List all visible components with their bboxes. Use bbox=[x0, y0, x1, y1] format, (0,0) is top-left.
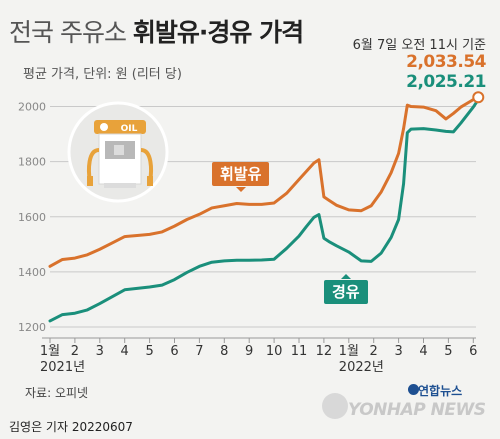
x-tick-6: 7 bbox=[195, 344, 203, 359]
x-tick-3: 4 bbox=[121, 344, 129, 359]
diesel-latest-value: 2,025.21 bbox=[406, 72, 486, 92]
latest-point-marker bbox=[472, 91, 485, 104]
x-tick-13: 2 bbox=[370, 344, 378, 359]
y-tick-labels: 1200 1400 1600 1800 2000 bbox=[18, 101, 46, 334]
x-tick-9: 10 bbox=[266, 344, 283, 359]
gasoline-series-label: 휘발유 bbox=[212, 162, 270, 192]
x-tick-2: 3 bbox=[96, 344, 104, 359]
yonhap-dot-icon bbox=[408, 384, 419, 395]
date-note: 6월 7일 오전 11시 기준 bbox=[352, 38, 486, 53]
x-tick-4: 5 bbox=[145, 344, 153, 359]
x-tick-8: 9 bbox=[245, 344, 253, 359]
x-tick-5: 6 bbox=[170, 344, 178, 359]
series-line-1 bbox=[48, 98, 480, 323]
diesel-series-label: 경유 bbox=[324, 274, 368, 304]
year-label-0: 2021년 bbox=[40, 360, 85, 375]
x-tick-14: 3 bbox=[394, 344, 402, 359]
author-credit: 김영은 기자 20220607 bbox=[9, 420, 133, 434]
y-tick-1400: 1400 bbox=[18, 266, 46, 279]
year-label-1: 2022년 bbox=[339, 360, 384, 375]
y-tick-2000: 2000 bbox=[18, 101, 46, 114]
series-line-0 bbox=[48, 95, 480, 268]
x-tick-11: 12 bbox=[316, 344, 333, 359]
gas-station-icon: OIL bbox=[67, 101, 169, 203]
source-note: 자료: 오피넷 bbox=[25, 386, 89, 400]
logo-text: YONHAP NEWS bbox=[348, 400, 486, 420]
x-tick-10: 11 bbox=[291, 344, 308, 359]
x-tick-15: 4 bbox=[419, 344, 427, 359]
y-tick-1200: 1200 bbox=[18, 321, 46, 334]
logo-korean: 연합뉴스 bbox=[418, 384, 463, 398]
yonhap-logo-icon bbox=[322, 393, 348, 419]
series-lines bbox=[48, 91, 485, 323]
x-tick-0: 1월 bbox=[40, 344, 60, 359]
x-tick-labels: 1월 2 3 4 5 6 7 8 9 10 11 12 1월 2 3 4 5 6 2021년 2022년 bbox=[40, 337, 477, 375]
chart-subtitle: 평균 가격, 단위: 원 (리터 당) bbox=[23, 67, 182, 82]
gasoline-latest-value: 2,033.54 bbox=[406, 52, 486, 72]
x-tick-16: 5 bbox=[444, 344, 452, 359]
x-tick-12: 1월 bbox=[339, 344, 359, 359]
x-tick-17: 6 bbox=[469, 344, 477, 359]
title-bold: 휘발유·경유 가격 bbox=[132, 18, 304, 47]
x-tick-7: 8 bbox=[220, 344, 228, 359]
x-tick-1: 2 bbox=[71, 344, 79, 359]
oil-sign-label: OIL bbox=[121, 124, 138, 134]
y-tick-1600: 1600 bbox=[18, 211, 46, 224]
page-title: 전국 주유소 휘발유·경유 가격 bbox=[9, 13, 304, 49]
y-tick-1800: 1800 bbox=[18, 156, 46, 169]
title-light: 전국 주유소 bbox=[9, 18, 133, 47]
